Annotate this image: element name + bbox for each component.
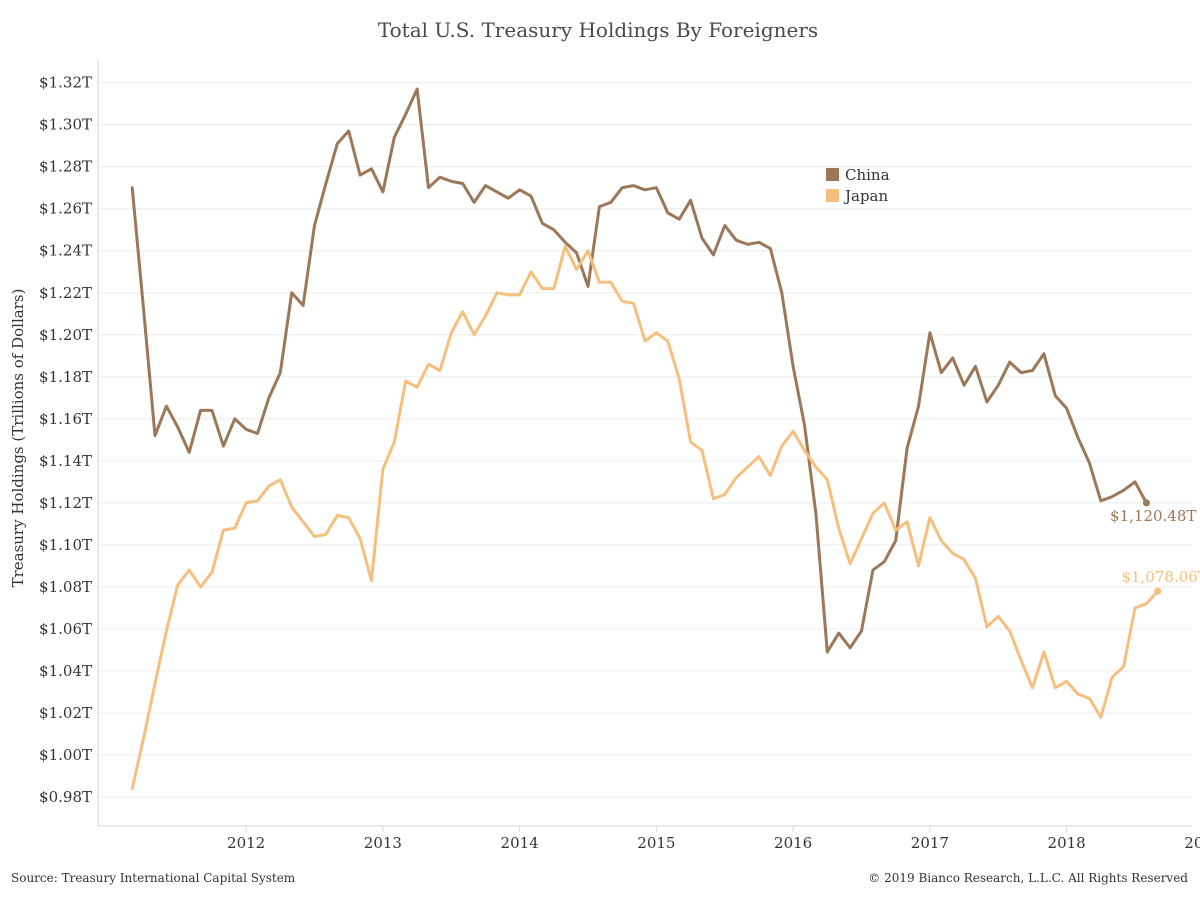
y-tick-label: $1.00T xyxy=(39,746,92,764)
x-tick-label: 2015 xyxy=(637,834,675,852)
y-tick-label: $1.16T xyxy=(39,410,92,428)
y-tick-label: $1.06T xyxy=(39,620,92,638)
end-point-japan xyxy=(1154,587,1162,595)
end-point-china xyxy=(1142,499,1150,507)
chart-title: Total U.S. Treasury Holdings By Foreigne… xyxy=(378,18,818,42)
y-tick-label: $1.30T xyxy=(39,116,92,134)
grid xyxy=(98,82,1192,798)
x-tick-label: 2013 xyxy=(364,834,402,852)
x-tick-label: 2016 xyxy=(774,834,812,852)
y-tick-label: $1.12T xyxy=(39,494,92,512)
series: $1,120.48T $1,078.06T xyxy=(130,87,1200,791)
y-tick-label: $1.02T xyxy=(39,704,92,722)
x-tick-label: 2017 xyxy=(911,834,949,852)
y-tick-label: $1.14T xyxy=(39,452,92,470)
legend-label-china: China xyxy=(845,166,890,184)
copyright-note: © 2019 Bianco Research, L.L.C. All Right… xyxy=(868,871,1188,885)
y-tick-label: $1.10T xyxy=(39,536,92,554)
y-tick-label: $1.20T xyxy=(39,326,92,344)
y-tick-label: $0.98T xyxy=(39,788,92,806)
legend: China Japan xyxy=(826,166,890,205)
source-note: Source: Treasury International Capital S… xyxy=(11,871,296,885)
x-tick-label: 2018 xyxy=(1048,834,1086,852)
x-tick-label: 2019 xyxy=(1184,834,1200,852)
y-axis-ticks: $0.98T $1.00T $1.02T $1.04T $1.06T $1.08T $1.1… xyxy=(39,74,92,806)
y-tick-label: $1.04T xyxy=(39,662,92,680)
y-tick-label: $1.18T xyxy=(39,368,92,386)
legend-swatch-china xyxy=(826,168,839,181)
y-tick-label: $1.26T xyxy=(39,200,92,218)
legend-label-japan: Japan xyxy=(843,187,889,205)
y-tick-label: $1.22T xyxy=(39,284,92,302)
x-tick-label: 2012 xyxy=(227,834,265,852)
y-tick-label: $1.08T xyxy=(39,578,92,596)
series-line-japan xyxy=(130,245,1160,791)
end-label-china: $1,120.48T xyxy=(1110,507,1196,525)
legend-swatch-japan xyxy=(826,189,839,202)
x-tick-label: 2014 xyxy=(501,834,539,852)
series-line-china xyxy=(130,87,1148,654)
y-tick-label: $1.32T xyxy=(39,74,92,92)
end-label-japan: $1,078.06T xyxy=(1121,568,1200,586)
y-axis-label: Treasury Holdings (Trillions of Dollars) xyxy=(9,289,27,588)
x-axis-ticks: 2012 2013 2014 2015 2016 2017 2018 2019 xyxy=(227,826,1200,852)
y-tick-label: $1.28T xyxy=(39,158,92,176)
y-tick-label: $1.24T xyxy=(39,242,92,260)
